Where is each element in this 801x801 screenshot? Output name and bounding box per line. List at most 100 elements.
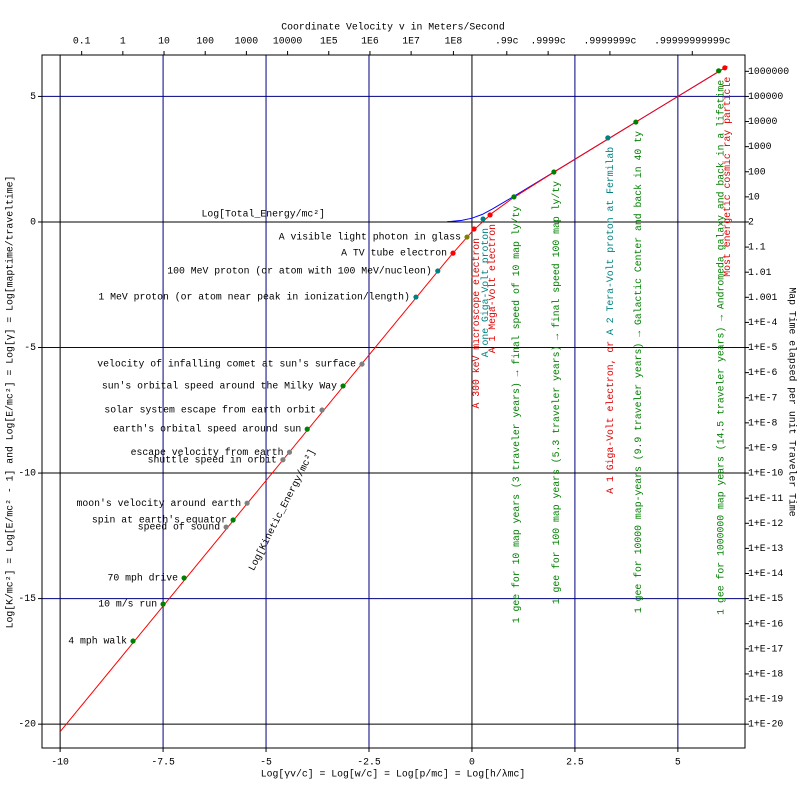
point-label: 1 MeV proton (or atom near peak in ioniz… (98, 292, 410, 303)
x2-tick-label: 10000 (273, 36, 303, 47)
y-tick-label: -20 (18, 719, 36, 730)
x-tick-label: -2.5 (357, 757, 381, 768)
data-point (340, 383, 346, 389)
data-point (160, 601, 166, 607)
x2-tick-label: 0.1 (73, 36, 91, 47)
point-label: velocity of infalling comet at sun's sur… (97, 359, 356, 370)
data-point (487, 212, 493, 218)
point-label: solar system escape from earth orbit (104, 405, 316, 416)
y-axis-label: Log[K/mc²] = Log[E/mc² - 1] and Log[E/mc… (5, 176, 16, 629)
x-tick-label: 0 (469, 757, 475, 768)
y2-tick-label: 1000 (748, 141, 772, 152)
point-label: moon's velocity around earth (76, 498, 241, 509)
x-tick-label: -7.5 (151, 757, 175, 768)
y2-tick-label: 1+E-8 (748, 417, 778, 428)
y2-tick-label: 1.001 (748, 292, 778, 303)
data-point (511, 194, 517, 200)
data-point (633, 119, 639, 125)
curve (59, 65, 728, 733)
point-label-part: Most energetic cosmic ray particle (721, 77, 732, 277)
y2-tick-label: 1+E-20 (748, 719, 783, 730)
point-label-part: 1 gee for 10 map years (3 traveler years… (511, 206, 522, 624)
point-label-part: 1 gee for 100 map years (5.3 traveler ye… (551, 181, 562, 604)
point-label: spin at earth's equator (92, 515, 227, 526)
data-point (722, 65, 728, 71)
point-label: 10 m/s run (98, 599, 157, 610)
point-label-part: A 1 Mega-Volt electron (487, 224, 498, 353)
data-point (286, 449, 293, 455)
data-point (480, 216, 486, 222)
data-point (359, 361, 365, 367)
data-point (413, 294, 419, 300)
y2-tick-label: 1+E-6 (748, 367, 778, 378)
data-point (223, 524, 229, 530)
data-point (464, 234, 470, 240)
x2-tick-label: .9999999c (583, 36, 636, 47)
data-point (304, 426, 310, 432)
x2-tick-label: 1E5 (320, 36, 338, 47)
point-label: Most energetic cosmic ray particle (721, 77, 732, 277)
plot-frame (41, 54, 746, 749)
y2-tick-label: 1+E-5 (748, 342, 778, 353)
x2-tick-label: 1000 (235, 36, 259, 47)
y2-tick-label: 100000 (748, 91, 783, 102)
x2-tick-label: .9999c (531, 36, 566, 47)
point-label: A one Giga-Volt proton (480, 228, 491, 357)
data-point (435, 268, 441, 274)
y2-tick-label: 1+E-7 (748, 392, 778, 403)
point-label: escape velocity from earth (131, 447, 284, 458)
curve-label: Log[Total_Energy/mc²] (202, 209, 325, 220)
y2-tick-label: 1+E-4 (748, 317, 778, 328)
point-label-part: 1 gee for 10000 map-years (9.9 traveler … (632, 131, 643, 613)
point-label: A 1 Mega-Volt electron (487, 224, 498, 353)
x2-tick-label: 10 (158, 36, 170, 47)
data-point (716, 68, 722, 74)
x-axis-label: Log[γv/c] = Log[w/c] = Log[p/mc] = Log[h… (261, 769, 526, 780)
point-label: A TV tube electron (341, 248, 447, 259)
point-label: 1 gee for 100 map years (5.3 traveler ye… (551, 181, 562, 604)
y2-tick-label: 10000 (748, 116, 778, 127)
point-label: 1 gee for 10 map years (3 traveler years… (511, 206, 522, 624)
y2-tick-label: 1+E-18 (748, 669, 783, 680)
point-label: A 300 keV microscope electron (471, 238, 482, 409)
y2-tick-label: 1+E-10 (748, 468, 783, 479)
y2-tick-label: 1+E-16 (748, 618, 783, 629)
point-label: 4 mph walk (68, 636, 127, 647)
y2-tick-label: 10 (748, 191, 760, 202)
point-label: A 1 Giga-Volt electron, or A 2 Tera-Volt… (604, 147, 615, 494)
data-point (551, 169, 557, 175)
y-tick-label: -10 (18, 468, 36, 479)
y2-axis-label: Map Time elapsed per unit Traveler Time (786, 287, 797, 516)
y-tick-label: -15 (18, 593, 36, 604)
point-label-part: A 300 keV microscope electron (471, 238, 482, 409)
data-point (244, 500, 250, 506)
x2-tick-label: .99999999999c (654, 36, 731, 47)
y-tick-label: 0 (30, 217, 36, 228)
y-tick-label: 5 (30, 91, 36, 102)
point-label: shuttle speed in orbit (148, 454, 277, 465)
y2-tick-label: 1+E-13 (748, 543, 783, 554)
y2-tick-label: 1.1 (748, 242, 766, 253)
point-label-part: A 2 Tera-Volt proton at Fermilab (604, 147, 615, 335)
y2-tick-label: 1+E-9 (748, 443, 778, 454)
y2-tick-label: 1+E-15 (748, 593, 783, 604)
point-label: earth's orbital speed around sun (113, 424, 301, 435)
point-label: 1 gee for 1000000 map years (14.5 travel… (715, 80, 726, 615)
data-point (471, 226, 477, 232)
y2-tick-label: 1+E-17 (748, 643, 783, 654)
x-tick-label: 2.5 (566, 757, 584, 768)
x2-tick-label: 1 (120, 36, 126, 47)
y2-tick-label: 1+E-11 (748, 493, 783, 504)
data-point (450, 250, 456, 256)
x-tick-label: -10 (51, 757, 69, 768)
data-point (130, 638, 136, 644)
data-point (280, 457, 286, 463)
x2-tick-label: .99c (495, 36, 519, 47)
x2-tick-label: 1E6 (361, 36, 379, 47)
y2-tick-label: 100 (748, 166, 766, 177)
y2-tick-label: 1+E-12 (748, 518, 783, 529)
point-label-part: 1 gee for 1000000 map years (14.5 travel… (715, 80, 726, 615)
data-point (319, 407, 325, 413)
